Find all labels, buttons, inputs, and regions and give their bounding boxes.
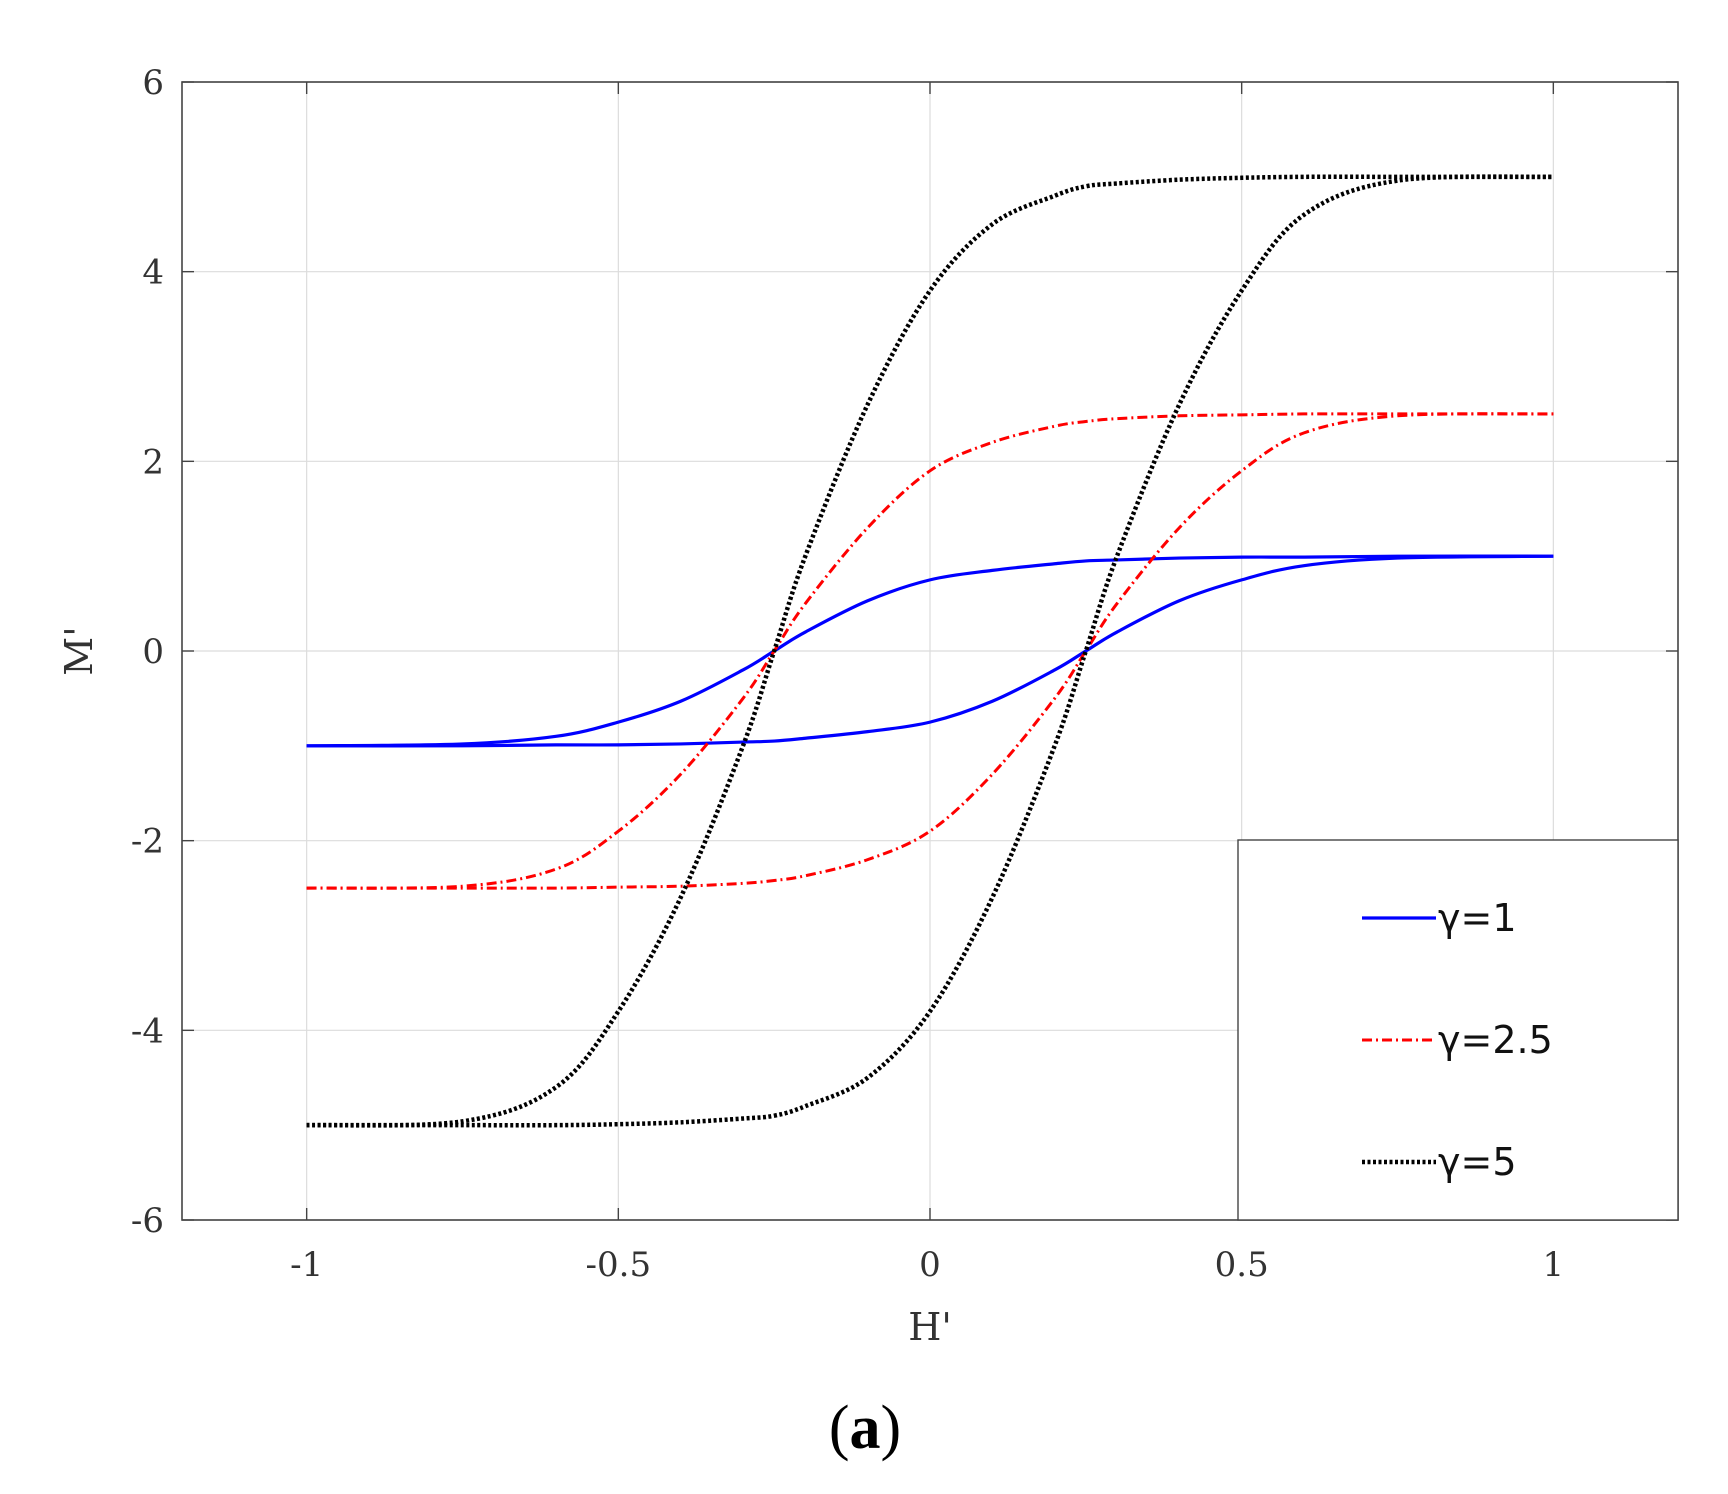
y-tick-label: 4 (142, 253, 164, 293)
y-tick-label: -4 (131, 1011, 164, 1051)
y-tick-label: -2 (131, 822, 164, 862)
series-line-gamma-1-descending (306, 554, 1554, 748)
series-lines (306, 174, 1554, 1128)
series-line-gamma-2.5-descending (306, 412, 1554, 890)
figure-caption: (a) (829, 1394, 901, 1462)
y-axis-label: M' (57, 626, 101, 675)
series-line-gamma-1-ascending (306, 554, 1554, 748)
x-tick-label: 0 (919, 1245, 941, 1285)
y-tick-label: 6 (142, 63, 164, 103)
caption-open-paren: ( (829, 1394, 850, 1462)
caption-letter: a (850, 1394, 881, 1462)
legend-box (1237, 839, 1679, 1221)
series-line-gamma-5-ascending (306, 174, 1554, 1128)
x-tick-label: 0.5 (1215, 1245, 1269, 1285)
legend-label-gamma-5: γ=5 (1438, 1140, 1517, 1184)
y-tick-label: 0 (142, 632, 164, 672)
y-tick-label: -6 (131, 1201, 164, 1241)
y-tick-label: 2 (142, 442, 164, 482)
x-axis-label: H' (908, 1305, 952, 1349)
x-tick-label: 1 (1543, 1245, 1565, 1285)
caption-close-paren: ) (881, 1394, 902, 1462)
ticks: -1 -0.5 0 0.5 1 -6 -4 -2 0 2 4 6 (131, 63, 1678, 1285)
series-line-gamma-2.5-ascending (306, 412, 1554, 890)
legend: γ=1 γ=2.5 γ=5 (1237, 839, 1679, 1221)
x-tick-label: -0.5 (586, 1245, 652, 1285)
x-tick-label: -1 (290, 1245, 323, 1285)
legend-label-gamma-1: γ=1 (1438, 896, 1517, 940)
series-line-gamma-5-descending (306, 174, 1554, 1128)
legend-label-gamma-2.5: γ=2.5 (1438, 1018, 1553, 1062)
